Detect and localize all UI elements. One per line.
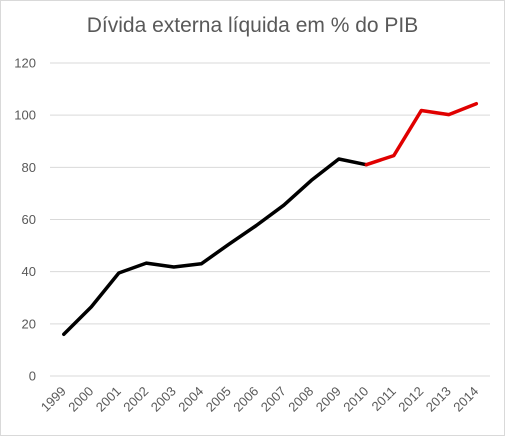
- x-tick-label: 2008: [285, 384, 316, 415]
- x-tick-label: 2003: [148, 384, 179, 415]
- series-lines: [62, 101, 479, 337]
- y-axis-tick-labels: 0 20 40 60 80 100 120: [14, 56, 36, 384]
- y-tick-label: 60: [22, 212, 36, 227]
- chart-title: Dívida externa líquida em % do PIB: [86, 14, 419, 37]
- y-tick-label: 80: [22, 160, 36, 175]
- x-tick-label: 2013: [423, 384, 454, 415]
- x-tick-label: 2006: [230, 384, 261, 415]
- x-tick-label: 2001: [93, 384, 124, 415]
- x-axis-tick-labels: 1999200020012002200320042005200620072008…: [38, 384, 482, 415]
- series-line: [62, 157, 369, 337]
- x-tick-label: 2012: [395, 384, 426, 415]
- series-line: [364, 101, 479, 167]
- x-tick-label: 2000: [65, 384, 96, 415]
- y-tick-label: 0: [29, 369, 36, 384]
- y-tick-label: 40: [22, 264, 36, 279]
- x-tick-label: 2010: [340, 384, 371, 415]
- y-tick-label: 20: [22, 316, 36, 331]
- x-tick-label: 1999: [38, 384, 69, 415]
- y-tick-label: 100: [14, 108, 36, 123]
- y-tick-label: 120: [14, 56, 36, 71]
- x-tick-label: 2009: [313, 384, 344, 415]
- x-tick-label: 2005: [203, 384, 234, 415]
- x-tick-label: 2002: [120, 384, 151, 415]
- x-tick-label: 2011: [368, 384, 398, 414]
- x-tick-label: 2014: [450, 384, 481, 415]
- x-tick-label: 2007: [258, 384, 289, 415]
- x-tick-label: 2004: [175, 384, 206, 415]
